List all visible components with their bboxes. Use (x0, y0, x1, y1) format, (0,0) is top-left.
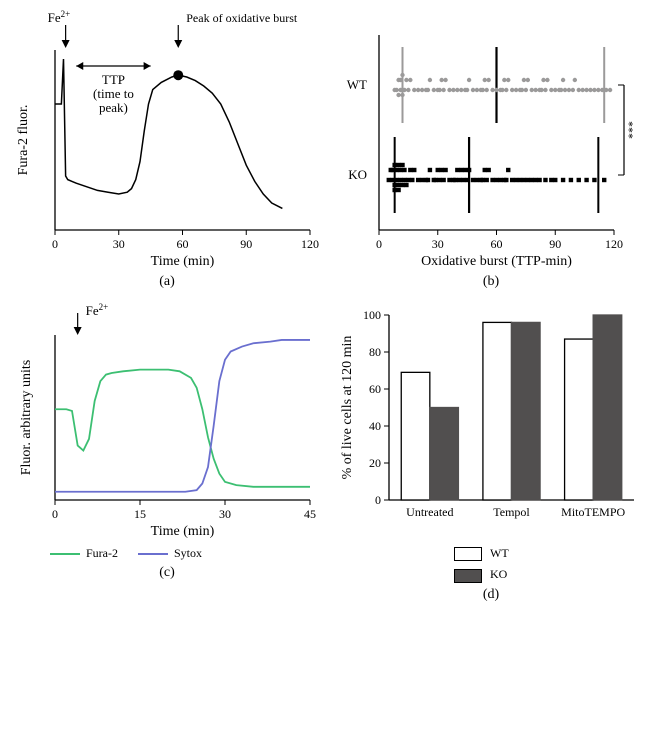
svg-text:MitoTEMPO: MitoTEMPO (561, 505, 625, 519)
svg-text:WT: WT (347, 77, 367, 92)
svg-text:0: 0 (52, 507, 58, 521)
svg-text:120: 120 (301, 237, 319, 251)
svg-text:Fe2+: Fe2+ (86, 302, 109, 318)
svg-text:TTP: TTP (102, 72, 125, 87)
legend-item-sytox: Sytox (138, 546, 202, 561)
sublabel-a: (a) (10, 274, 324, 290)
svg-text:Oxidative burst (TTP-min): Oxidative burst (TTP-min) (421, 254, 572, 269)
svg-text:Fura-2 fluor.: Fura-2 fluor. (16, 105, 31, 176)
svg-text:120: 120 (605, 237, 623, 251)
sublabel-b: (b) (334, 274, 648, 290)
svg-text:90: 90 (549, 237, 561, 251)
svg-text:30: 30 (219, 507, 231, 521)
svg-text:100: 100 (363, 308, 381, 322)
chart-c: 0 15 30 45 Time (min) Fluor. arbitrary units F… (10, 300, 320, 540)
svg-text:peak): peak) (99, 100, 128, 115)
svg-text:30: 30 (432, 237, 444, 251)
chart-b: 0 30 60 90 120 Oxidative burst (TTP-min) WT KO *… (334, 10, 644, 270)
sublabel-d: (d) (334, 587, 648, 603)
svg-text:% of live cells at 120 min: % of live cells at 120 min (340, 336, 355, 480)
legend-label-fura2: Fura-2 (86, 546, 118, 560)
svg-text:40: 40 (369, 419, 381, 433)
legend-c: Fura-2 Sytox (50, 546, 324, 561)
legend-d: WT KO (454, 546, 648, 583)
svg-text:90: 90 (240, 237, 252, 251)
panel-d: 0 20 40 60 80 100 % of live cells at 120 min Un… (334, 300, 648, 603)
svg-text:0: 0 (375, 493, 381, 507)
svg-text:Time (min): Time (min) (151, 524, 215, 539)
legend-label-sytox: Sytox (174, 546, 202, 560)
svg-text:0: 0 (52, 237, 58, 251)
panel-b: 0 30 60 90 120 Oxidative burst (TTP-min) WT KO *… (334, 10, 648, 290)
svg-text:0: 0 (376, 237, 382, 251)
svg-text:KO: KO (348, 167, 367, 182)
legend-item-ko: KO (454, 567, 507, 582)
svg-text:60: 60 (491, 237, 503, 251)
svg-text:45: 45 (304, 507, 316, 521)
sublabel-c: (c) (10, 565, 324, 581)
chart-d: 0 20 40 60 80 100 % of live cells at 120 min Un… (334, 300, 644, 540)
svg-text:30: 30 (113, 237, 125, 251)
legend-item-wt: WT (454, 546, 509, 561)
svg-text:80: 80 (369, 345, 381, 359)
svg-text:15: 15 (134, 507, 146, 521)
svg-text:Fluor. arbitrary units: Fluor. arbitrary units (19, 360, 34, 476)
svg-text:Tempol: Tempol (493, 505, 530, 519)
panel-c: 0 15 30 45 Time (min) Fluor. arbitrary units F… (10, 300, 324, 603)
svg-text:Time (min): Time (min) (151, 254, 215, 269)
svg-text:60: 60 (369, 382, 381, 396)
svg-text:60: 60 (177, 237, 189, 251)
chart-a: 0 30 60 90 120 Time (min) Fura-2 fluor. Fe2+ Pea… (10, 10, 320, 270)
svg-text:***: *** (625, 121, 639, 139)
legend-item-fura2: Fura-2 (50, 546, 118, 561)
svg-text:Peak of oxidative burst: Peak of oxidative burst (186, 11, 298, 25)
legend-label-wt: WT (490, 546, 509, 560)
svg-text:Untreated: Untreated (406, 505, 453, 519)
legend-label-ko: KO (490, 567, 507, 581)
svg-text:(time to: (time to (93, 86, 134, 101)
svg-text:Fe2+: Fe2+ (48, 10, 71, 25)
svg-text:20: 20 (369, 456, 381, 470)
panel-a: 0 30 60 90 120 Time (min) Fura-2 fluor. Fe2+ Pea… (10, 10, 324, 290)
